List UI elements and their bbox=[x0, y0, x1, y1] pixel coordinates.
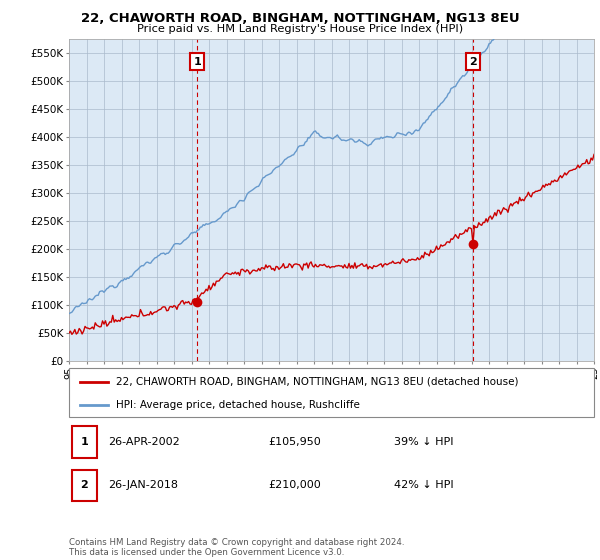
FancyBboxPatch shape bbox=[71, 426, 97, 458]
Text: 2: 2 bbox=[80, 480, 88, 491]
Text: 2: 2 bbox=[469, 57, 476, 67]
Text: 22, CHAWORTH ROAD, BINGHAM, NOTTINGHAM, NG13 8EU: 22, CHAWORTH ROAD, BINGHAM, NOTTINGHAM, … bbox=[80, 12, 520, 25]
Text: £210,000: £210,000 bbox=[269, 480, 321, 491]
Text: 39% ↓ HPI: 39% ↓ HPI bbox=[395, 437, 454, 447]
Text: 26-JAN-2018: 26-JAN-2018 bbox=[109, 480, 178, 491]
Text: 1: 1 bbox=[193, 57, 201, 67]
Text: 22, CHAWORTH ROAD, BINGHAM, NOTTINGHAM, NG13 8EU (detached house): 22, CHAWORTH ROAD, BINGHAM, NOTTINGHAM, … bbox=[116, 377, 519, 387]
FancyBboxPatch shape bbox=[71, 470, 97, 501]
Text: 26-APR-2002: 26-APR-2002 bbox=[109, 437, 180, 447]
Text: Price paid vs. HM Land Registry's House Price Index (HPI): Price paid vs. HM Land Registry's House … bbox=[137, 24, 463, 34]
Text: 1: 1 bbox=[80, 437, 88, 447]
Text: 42% ↓ HPI: 42% ↓ HPI bbox=[395, 480, 454, 491]
Text: £105,950: £105,950 bbox=[269, 437, 321, 447]
Text: HPI: Average price, detached house, Rushcliffe: HPI: Average price, detached house, Rush… bbox=[116, 400, 360, 410]
Text: Contains HM Land Registry data © Crown copyright and database right 2024.
This d: Contains HM Land Registry data © Crown c… bbox=[69, 538, 404, 557]
